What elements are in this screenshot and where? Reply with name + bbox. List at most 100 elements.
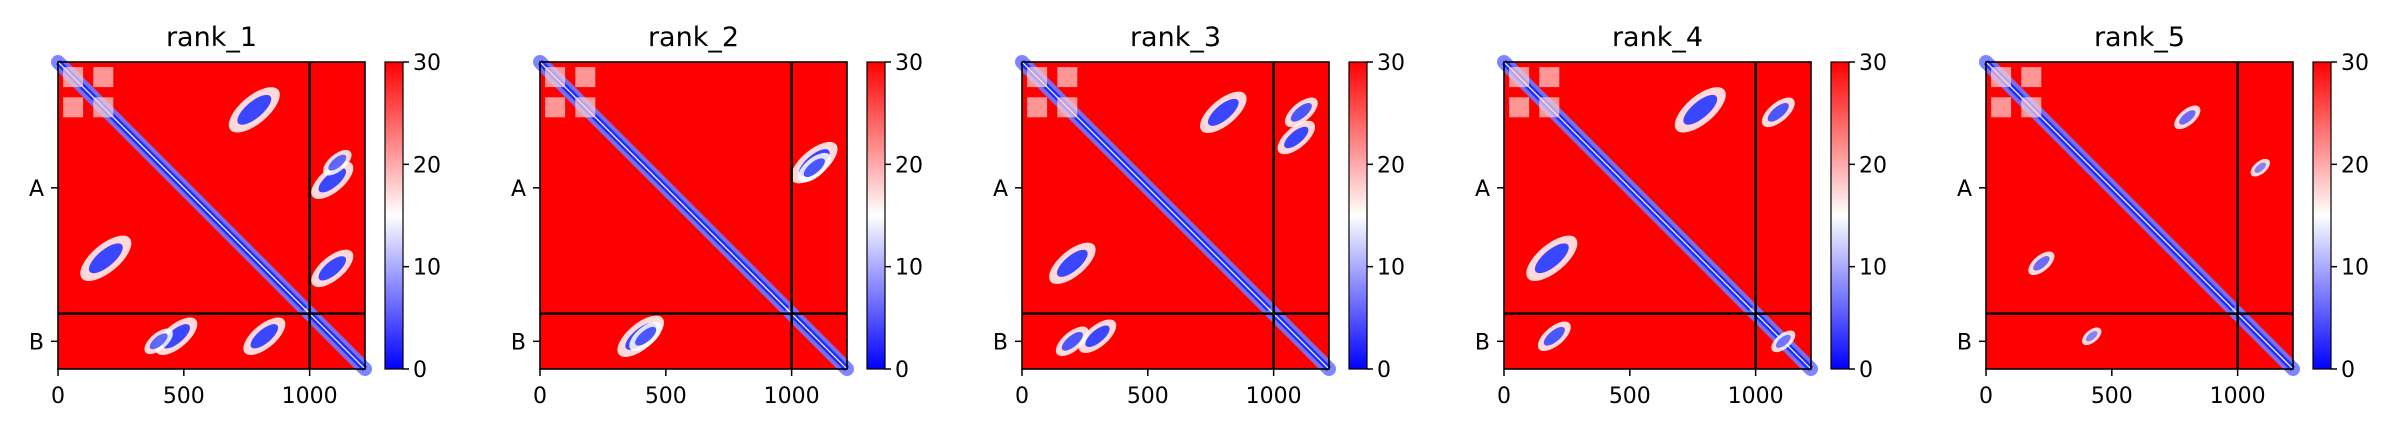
off-diagonal-blob-6 — [311, 249, 354, 288]
blob-core — [162, 324, 191, 349]
colorbar-tick-label: 20 — [2341, 153, 2369, 178]
blob-core — [88, 243, 123, 274]
domain-patch-1 — [1509, 67, 1530, 88]
colorbar-tick-label: 0 — [2341, 358, 2355, 383]
off-diagonal-blob-4 — [2081, 327, 2102, 346]
colorbar-gradient — [384, 61, 404, 370]
off-diagonal-blob-3 — [1078, 319, 1117, 354]
colorbar-gradient — [866, 61, 886, 370]
off-diagonal-blob-1 — [1526, 235, 1578, 281]
x-tick-label: 0 — [1979, 384, 1993, 409]
off-diagonal-blob-8 — [144, 328, 173, 355]
x-tick-label: 500 — [645, 384, 687, 409]
x-tick-label: 500 — [163, 384, 205, 409]
colorbar-tick-label: 10 — [895, 256, 923, 281]
off-diagonal-blob-1 — [2028, 251, 2055, 276]
blob-core — [1207, 98, 1239, 126]
colorbar-tick-label: 10 — [413, 256, 441, 281]
diagonal-band — [533, 55, 854, 376]
colorbar-gradient — [1348, 61, 1368, 370]
domain-patch-2 — [2021, 67, 2042, 88]
x-tick-label: 500 — [1127, 384, 1169, 409]
heatmap-panel-3: rank_3 0 500 1000 A B 0 10 20 30 — [993, 22, 1405, 409]
colorbar-tick-label: 10 — [1859, 256, 1887, 281]
heatmap-panel-4: rank_4 0 500 1000 A B 0 10 20 30 — [1475, 22, 1887, 409]
blob-core — [2085, 331, 2098, 342]
y-tick-label: B — [1475, 330, 1490, 355]
blob-core — [1767, 102, 1789, 122]
colorbar: 0 10 20 30 — [2312, 51, 2369, 383]
y-tick-label: A — [1957, 177, 1972, 202]
blob-core — [1056, 249, 1088, 277]
blob-core — [635, 326, 657, 346]
blob-core — [2254, 162, 2267, 173]
colorbar: 0 10 20 30 — [866, 51, 923, 383]
y-tick-label: A — [29, 177, 44, 202]
diagonal-band — [51, 55, 372, 376]
panel-title: rank_2 — [648, 22, 739, 53]
blob-core — [1683, 94, 1718, 125]
colorbar-tick-label: 10 — [2341, 256, 2369, 281]
domain-patch-1 — [1991, 67, 2012, 88]
x-tick-label: 1000 — [2210, 384, 2266, 409]
off-diagonal-blob-2 — [1200, 91, 1247, 134]
panel-title: rank_3 — [1130, 22, 1221, 53]
domain-patch-2 — [575, 67, 596, 88]
blob-core — [318, 256, 347, 281]
plot-frame — [1021, 61, 1330, 370]
off-diagonal-blob-5 — [243, 317, 286, 356]
blob-core — [1085, 325, 1110, 348]
domain-patch-3 — [1027, 97, 1048, 118]
domain-patch-2 — [1539, 67, 1560, 88]
domain-patch-4 — [575, 97, 596, 118]
domain-patch-2 — [93, 67, 114, 88]
diagonal-band — [1015, 55, 1336, 376]
y-tick-label: A — [1475, 177, 1490, 202]
colorbar-tick-label: 10 — [1377, 256, 1405, 281]
blob-core — [2179, 110, 2196, 125]
off-diagonal-blob-2 — [2174, 105, 2201, 130]
x-tick-label: 0 — [533, 384, 547, 409]
blob-core — [237, 94, 272, 125]
colorbar-tick-label: 30 — [1859, 51, 1887, 76]
colorbar-gradient — [1830, 61, 1850, 370]
blob-core — [1290, 102, 1312, 122]
panel-title: rank_1 — [166, 22, 257, 53]
colorbar-tick-label: 30 — [1377, 51, 1405, 76]
domain-patch-3 — [1509, 97, 1530, 118]
heatmap-panel-5: rank_5 0 500 1000 A B 0 10 20 30 — [1957, 22, 2369, 409]
colorbar-tick-label: 0 — [413, 358, 427, 383]
domain-patch-3 — [63, 97, 84, 118]
x-tick-label: 1000 — [282, 384, 338, 409]
diagonal-band — [1979, 55, 2300, 376]
plot-frame — [1503, 61, 1812, 370]
x-tick-label: 1000 — [1246, 384, 1302, 409]
blob-core — [1775, 334, 1791, 348]
domain-patch-4 — [1057, 97, 1078, 118]
domain-patch-4 — [2021, 97, 2042, 118]
x-tick-label: 0 — [1015, 384, 1029, 409]
off-diagonal-blob-3 — [797, 152, 831, 183]
domain-patch-1 — [1027, 67, 1048, 88]
y-tick-label: B — [1957, 330, 1972, 355]
blob-core — [1543, 326, 1565, 346]
blob-core — [1061, 331, 1083, 351]
domain-patch-4 — [1539, 97, 1560, 118]
colorbar: 0 10 20 30 — [1348, 51, 1405, 383]
panel-title: rank_5 — [2094, 22, 2185, 53]
heatmap-panel-1: rank_1 0 500 1000 A B 0 10 20 30 — [29, 22, 441, 409]
blob-core — [1534, 243, 1569, 274]
x-tick-label: 0 — [1497, 384, 1511, 409]
off-diagonal-blob-4 — [1277, 120, 1316, 155]
heatmap-panel-2: rank_2 0 500 1000 A B 0 10 20 30 — [511, 22, 923, 409]
panel-title: rank_4 — [1612, 22, 1703, 53]
colorbar: 0 10 20 30 — [1830, 51, 1887, 383]
off-diagonal-blob-6 — [1055, 326, 1089, 357]
domain-patch-1 — [545, 67, 566, 88]
plot-frame — [57, 61, 366, 370]
y-tick-label: B — [29, 330, 44, 355]
colorbar-tick-label: 30 — [895, 51, 923, 76]
colorbar-tick-label: 30 — [413, 51, 441, 76]
off-diagonal-blob-7 — [323, 149, 352, 176]
